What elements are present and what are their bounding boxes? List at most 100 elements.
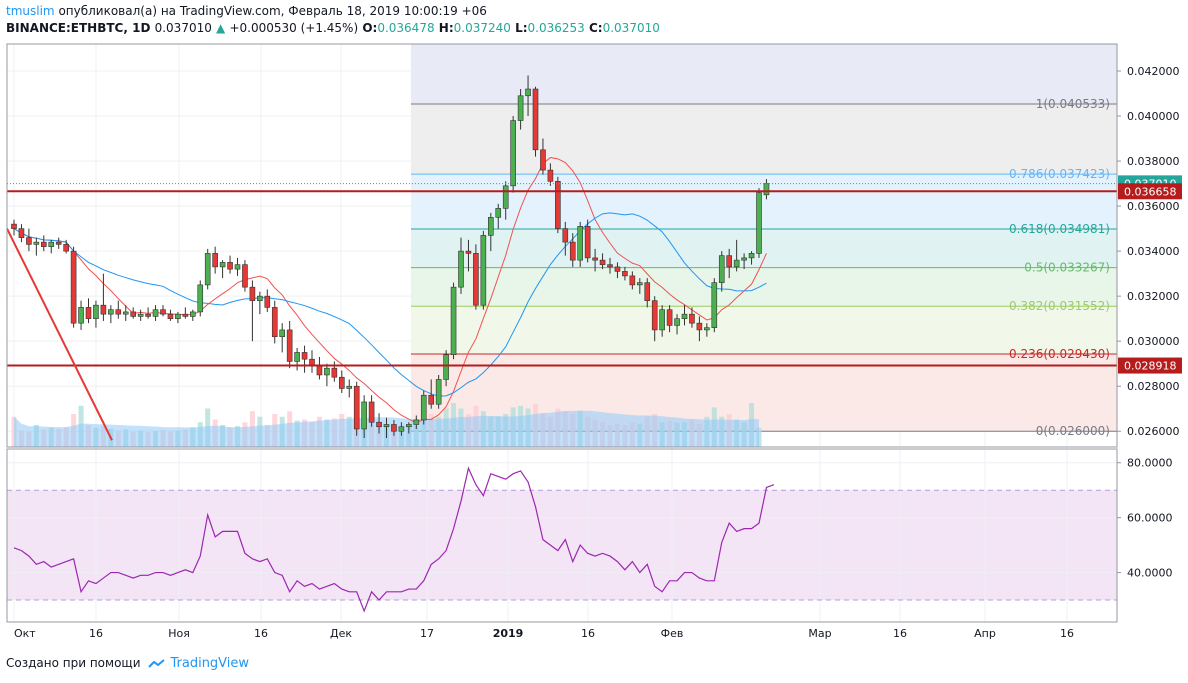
candle-body xyxy=(659,309,665,331)
open-label: O: xyxy=(362,21,378,35)
ma-fast-line xyxy=(13,157,767,424)
y-tick-label: 0.030000 xyxy=(1127,335,1180,348)
candle-body xyxy=(271,307,278,337)
x-tick-label: Апр xyxy=(974,627,996,640)
candle-body xyxy=(383,424,390,428)
candle-body xyxy=(569,241,576,261)
open-value: 0.036478 xyxy=(377,21,435,35)
candle-body xyxy=(689,313,695,324)
change-arrow-icon: ▲ xyxy=(216,21,226,35)
price-pane-frame xyxy=(6,43,1118,448)
y-tick-label: 0.026000 xyxy=(1127,425,1180,438)
candlestick-series xyxy=(11,75,770,438)
candle-body xyxy=(756,192,762,254)
fibonacci-retracement[interactable]: 1(0.040533) 0.786(0.037423) 0.618(0.034981… xyxy=(411,44,1117,438)
x-tick-label: Фев xyxy=(661,627,684,640)
publish-line: tmuslim опубликовал(а) на TradingView.co… xyxy=(6,3,906,20)
candle-body xyxy=(85,307,92,319)
candle-body xyxy=(130,311,136,317)
candle-body xyxy=(517,95,524,121)
candle-body xyxy=(651,300,658,331)
fib-zone xyxy=(411,104,1117,175)
author-link[interactable]: tmuslim xyxy=(6,4,55,18)
candle-body xyxy=(242,264,248,288)
tradingview-wave-icon xyxy=(148,658,165,668)
horizontal-levels[interactable] xyxy=(6,183,1117,441)
candle-body xyxy=(353,385,360,430)
candle-body xyxy=(100,304,107,315)
candle-body xyxy=(502,185,509,209)
ma-slow-line xyxy=(13,212,767,397)
candle-body xyxy=(711,282,718,328)
candle-body xyxy=(137,313,144,317)
candle-body xyxy=(577,226,584,261)
candle-body xyxy=(644,282,651,301)
candle-body xyxy=(175,313,181,319)
y-tick-label: 40.0000 xyxy=(1127,567,1173,580)
candle-body xyxy=(204,253,211,286)
candle-body xyxy=(547,169,554,182)
candle-body xyxy=(562,228,569,243)
fib-level-label: 0(0.026000) xyxy=(1036,424,1110,438)
y-tick-label: 0.036000 xyxy=(1127,200,1180,213)
candle-body xyxy=(450,286,457,355)
candle-body xyxy=(622,271,628,277)
candle-body xyxy=(93,304,99,319)
fib-level-label: 0.236(0.029430) xyxy=(1009,347,1110,361)
y-tick-label: 0.038000 xyxy=(1127,155,1180,168)
candle-body xyxy=(614,266,621,272)
candle-body xyxy=(63,244,69,252)
candle-body xyxy=(212,253,218,268)
rsi-pane-frame xyxy=(6,448,1118,623)
candle-body xyxy=(115,309,122,315)
candle-body xyxy=(532,88,539,151)
y-tick-label: 0.032000 xyxy=(1127,290,1180,303)
low-value: 0.036253 xyxy=(527,21,585,35)
candle-body xyxy=(636,282,643,286)
chart-canvas[interactable]: 1(0.040533) 0.786(0.037423) 0.618(0.034981… xyxy=(0,0,1188,650)
candle-body xyxy=(465,250,472,254)
candle-body xyxy=(748,253,755,259)
candle-body xyxy=(122,311,129,315)
candle-body xyxy=(473,253,479,306)
candle-body xyxy=(70,250,77,324)
candle-body xyxy=(733,259,740,268)
price-tag-label: 0.036658 xyxy=(1124,185,1177,198)
fib-level-label: 0.786(0.037423) xyxy=(1009,167,1110,181)
rsi-line xyxy=(13,466,775,613)
axes-layer: 0.042000 0.040000 0.038000 0.036000 0.034000… xyxy=(6,43,1182,640)
symbol-label: BINANCE:ETHBTC, 1D xyxy=(6,21,151,35)
candle-body xyxy=(674,318,680,326)
candle-body xyxy=(696,322,703,331)
candle-body xyxy=(510,120,516,187)
candle-body xyxy=(741,257,747,261)
candle-body xyxy=(555,181,561,229)
candle-body xyxy=(406,424,412,428)
footer: Создано при помощи TradingView xyxy=(6,656,249,671)
candle-body xyxy=(264,295,271,308)
fib-level-label: 0.382(0.031552) xyxy=(1009,299,1110,313)
candle-body xyxy=(480,235,487,306)
tradingview-logo[interactable]: TradingView xyxy=(148,656,249,671)
moving-averages xyxy=(13,157,767,424)
candle-body xyxy=(294,352,300,362)
y-tick-label: 60.0000 xyxy=(1127,512,1173,525)
candle-body xyxy=(26,237,32,245)
ohlc-line: BINANCE:ETHBTC, 1D 0.037010 ▲ +0.000530 … xyxy=(6,20,906,37)
candle-body xyxy=(145,313,151,317)
change-value: +0.000530 (+1.45%) xyxy=(229,21,359,35)
candle-body xyxy=(18,228,25,238)
candle-body xyxy=(398,426,405,432)
candle-body xyxy=(227,262,233,270)
chart-header: tmuslim опубликовал(а) на TradingView.co… xyxy=(6,3,906,39)
candle-body xyxy=(487,217,494,236)
candle-body xyxy=(33,241,40,245)
x-tick-label: 17 xyxy=(420,627,434,640)
candle-body xyxy=(458,250,464,288)
y-tick-label: 80.0000 xyxy=(1127,457,1173,470)
close-label: C: xyxy=(588,21,603,35)
fib-zone xyxy=(411,174,1117,230)
candle-body xyxy=(11,223,17,229)
x-tick-label: Ноя xyxy=(168,627,190,640)
candle-body xyxy=(40,241,47,247)
